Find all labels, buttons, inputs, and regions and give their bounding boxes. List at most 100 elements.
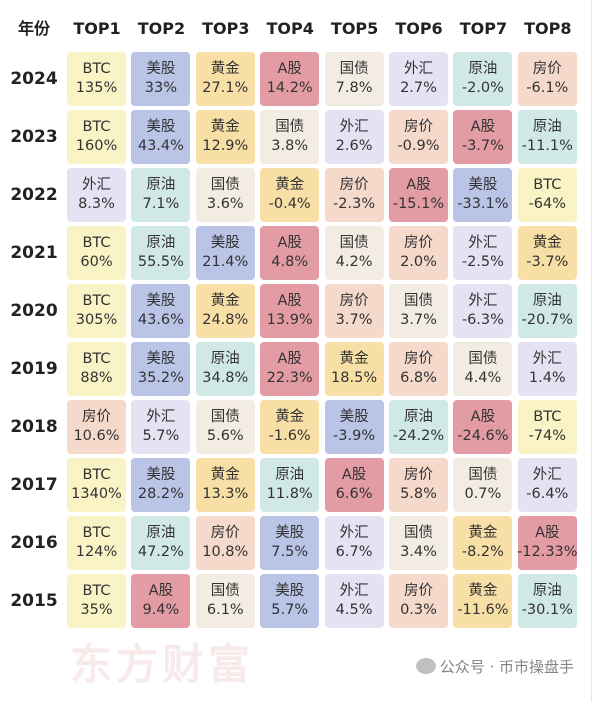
asset-name: 黄金 [210,467,240,483]
asset-name: A股 [277,351,302,367]
asset-name: 房价 [210,525,240,541]
asset-return: 28.2% [137,486,184,502]
rank-header: TOP6 [395,19,443,38]
asset-return: 10.6% [73,428,120,444]
asset-cell: BTC 160% [67,110,126,164]
asset-return: 4.2% [335,254,373,270]
asset-return: -2.3% [333,196,376,212]
asset-return: 9.4% [142,602,180,618]
asset-cell: 黄金 18.5% [324,342,384,396]
asset-cell: 美股 -33.1% [453,168,513,222]
asset-return: 47.2% [137,544,184,560]
asset-return: 7.5% [271,544,309,560]
asset-name: A股 [406,177,431,193]
asset-name: 国债 [339,235,369,251]
asset-cell: BTC 88% [67,342,126,396]
asset-cell: 黄金 -8.2% [453,516,513,570]
asset-cell: 外汇 2.6% [324,110,384,164]
asset-return: -74% [528,428,567,444]
asset-return: 6.6% [335,486,373,502]
asset-name: 美股 [146,293,176,309]
asset-return: 6.7% [335,544,373,560]
asset-return: 6.1% [206,602,244,618]
asset-name: 美股 [468,177,498,193]
asset-name: 原油 [146,235,176,251]
asset-return: -11.1% [521,138,573,154]
asset-name: 外汇 [339,119,369,135]
asset-name: 黄金 [210,119,240,135]
asset-name: 黄金 [210,293,240,309]
asset-return: 0.3% [400,602,437,618]
asset-return: -0.9% [397,138,440,154]
asset-return: 5.6% [206,428,244,444]
rank-header: TOP8 [524,19,572,38]
asset-return: -24.2% [392,428,445,444]
asset-name: BTC [82,61,111,77]
asset-cell: BTC -64% [517,168,577,222]
asset-cell: A股 -3.7% [453,110,513,164]
asset-name: 国债 [404,525,433,541]
asset-name: BTC [82,119,111,135]
year-label: 2016 [10,533,58,553]
asset-name: 黄金 [275,177,305,193]
asset-name: A股 [277,235,302,251]
asset-name: 黄金 [210,61,240,77]
asset-name: 美股 [146,351,176,367]
asset-cell: 美股 43.4% [131,110,191,164]
asset-return: 24.8% [202,312,249,328]
asset-return: 1.4% [528,370,566,386]
year-label: 2022 [10,185,58,205]
asset-name: 美股 [339,409,369,425]
asset-return: -3.9% [333,428,376,444]
asset-return: 35.2% [137,370,184,386]
asset-name: A股 [470,409,496,425]
asset-return: 3.6% [206,196,244,212]
asset-name: 房价 [404,119,433,135]
asset-cell: 原油 -20.7% [517,284,577,338]
asset-return: 5.7% [142,428,180,444]
rank-header: TOP3 [202,19,250,38]
asset-cell: 国债 3.6% [195,168,255,222]
asset-return: 1340% [71,486,122,502]
asset-cell: 美股 -3.9% [324,400,384,454]
asset-return: -11.6% [457,602,509,618]
asset-cell: 房价 6.8% [389,342,448,396]
asset-cell: A股 6.6% [324,458,384,512]
asset-return: -8.2% [461,544,504,560]
asset-name: 外汇 [339,583,369,599]
year-label: 2017 [10,475,58,495]
asset-cell: 原油 -2.0% [453,52,513,106]
asset-name: 美股 [146,119,176,135]
asset-cell: 国债 3.8% [260,110,320,164]
asset-return: 12.9% [202,138,249,154]
asset-cell: 美股 21.4% [195,226,255,280]
asset-name: 外汇 [532,351,562,367]
wechat-icon [415,658,436,674]
asset-name: 黄金 [468,583,498,599]
asset-return: 3.4% [400,544,437,560]
asset-return: 124% [75,544,118,560]
asset-cell: 原油 47.2% [131,516,191,570]
asset-cell: 外汇 2.7% [389,52,448,106]
asset-return: -64% [528,196,567,212]
asset-cell: 外汇 -6.3% [453,284,513,338]
asset-return: 27.1% [202,80,249,96]
asset-cell: 房价 2.0% [389,226,448,280]
asset-cell: 国债 7.8% [324,52,384,106]
asset-return: -6.3% [461,312,504,328]
asset-cell: 原油 -11.1% [517,110,577,164]
asset-name: 黄金 [339,351,369,367]
asset-return: -1.6% [268,428,311,444]
year-header: 年份 [17,19,50,38]
asset-name: 原油 [275,467,305,483]
asset-cell: 黄金 24.8% [195,284,255,338]
asset-name: 房价 [339,293,369,309]
year-label: 2024 [10,69,58,89]
asset-return: 135% [75,80,118,96]
asset-cell: 原油 -30.1% [517,574,577,628]
asset-name: 国债 [339,61,369,77]
rank-header: TOP7 [459,19,508,38]
asset-return: -12.33% [517,544,578,560]
asset-return: 8.3% [78,196,115,212]
asset-return: 43.6% [137,312,184,328]
